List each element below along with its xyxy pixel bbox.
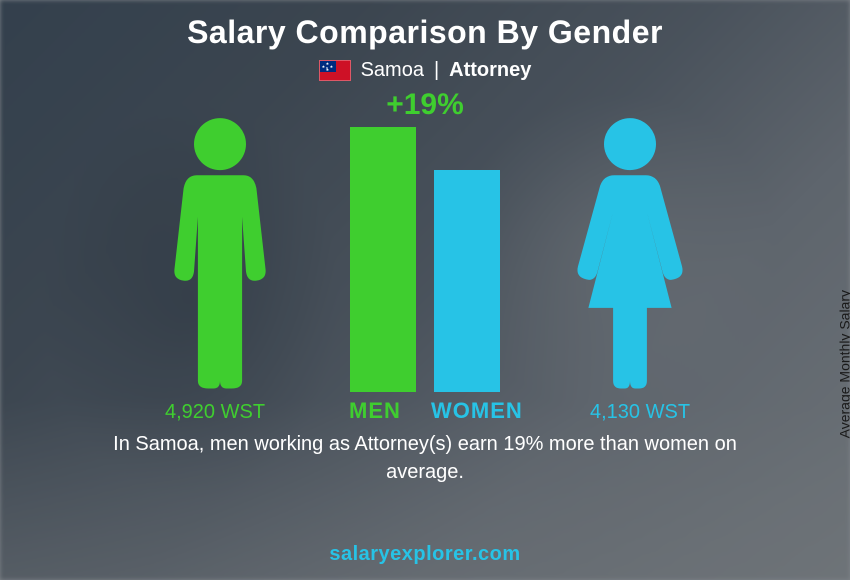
flag-samoa-icon: ★ ★ ★ ★ ★ bbox=[319, 60, 351, 81]
page-title: Salary Comparison By Gender bbox=[187, 14, 663, 51]
separator: | bbox=[434, 59, 439, 82]
y-axis-label: Average Monthly Salary bbox=[836, 290, 850, 438]
summary-text: In Samoa, men working as Attorney(s) ear… bbox=[85, 430, 765, 486]
country-label: Samoa bbox=[361, 59, 424, 82]
men-bar bbox=[350, 127, 416, 392]
men-label: MEN bbox=[349, 398, 401, 424]
chart-area: +19% MEN WOMEN bbox=[75, 88, 775, 428]
female-figure-icon bbox=[565, 112, 695, 392]
women-bar bbox=[434, 170, 500, 392]
content-container: Salary Comparison By Gender ★ ★ ★ ★ ★ Sa… bbox=[0, 0, 850, 580]
footer-source: salaryexplorer.com bbox=[329, 543, 520, 566]
men-salary: 4,920 WST bbox=[165, 401, 265, 424]
women-salary: 4,130 WST bbox=[590, 401, 690, 424]
male-figure-icon bbox=[155, 112, 285, 392]
women-label: WOMEN bbox=[431, 398, 523, 424]
subtitle-row: ★ ★ ★ ★ ★ Samoa | Attorney bbox=[319, 59, 532, 82]
percentage-badge: +19% bbox=[386, 88, 464, 122]
job-label: Attorney bbox=[449, 59, 531, 82]
